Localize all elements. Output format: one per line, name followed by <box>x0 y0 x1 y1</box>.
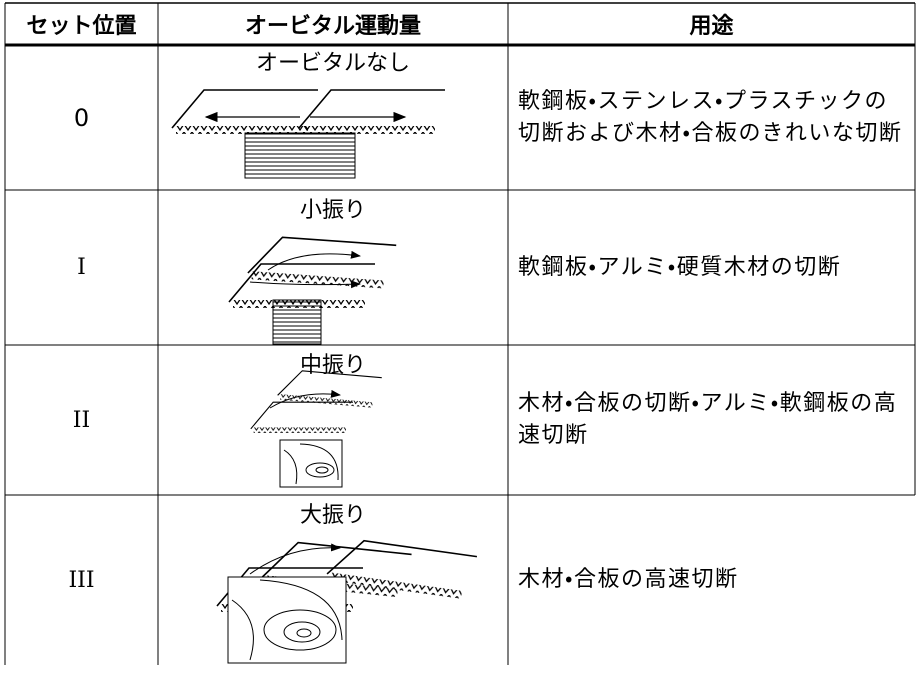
motion-label: 大振り <box>299 503 366 528</box>
motion-label: 中振り <box>299 353 366 378</box>
header-cell: 用途 <box>689 14 734 39</box>
setting: II <box>72 407 91 433</box>
motion-label: 小振り <box>299 198 366 223</box>
use-text: 木材・合板の高速切断 <box>518 567 739 592</box>
motion-label: オービタルなし <box>255 51 410 76</box>
header-cell: セット位置 <box>26 14 137 39</box>
header-cell: オービタル運動量 <box>244 14 421 39</box>
use-text: 軟鋼板・アルミ・硬質木材の切断 <box>518 254 842 280</box>
setting: I <box>77 255 86 280</box>
setting: 0 <box>73 103 90 132</box>
use-text: 木材・合板の切断・アルミ・軟鋼板の高速切断 <box>518 391 898 448</box>
setting: III <box>68 567 95 593</box>
use-text: 軟鋼板・ステンレス・プラスチックの切断および木材・合板のきれいな切断 <box>518 88 903 146</box>
